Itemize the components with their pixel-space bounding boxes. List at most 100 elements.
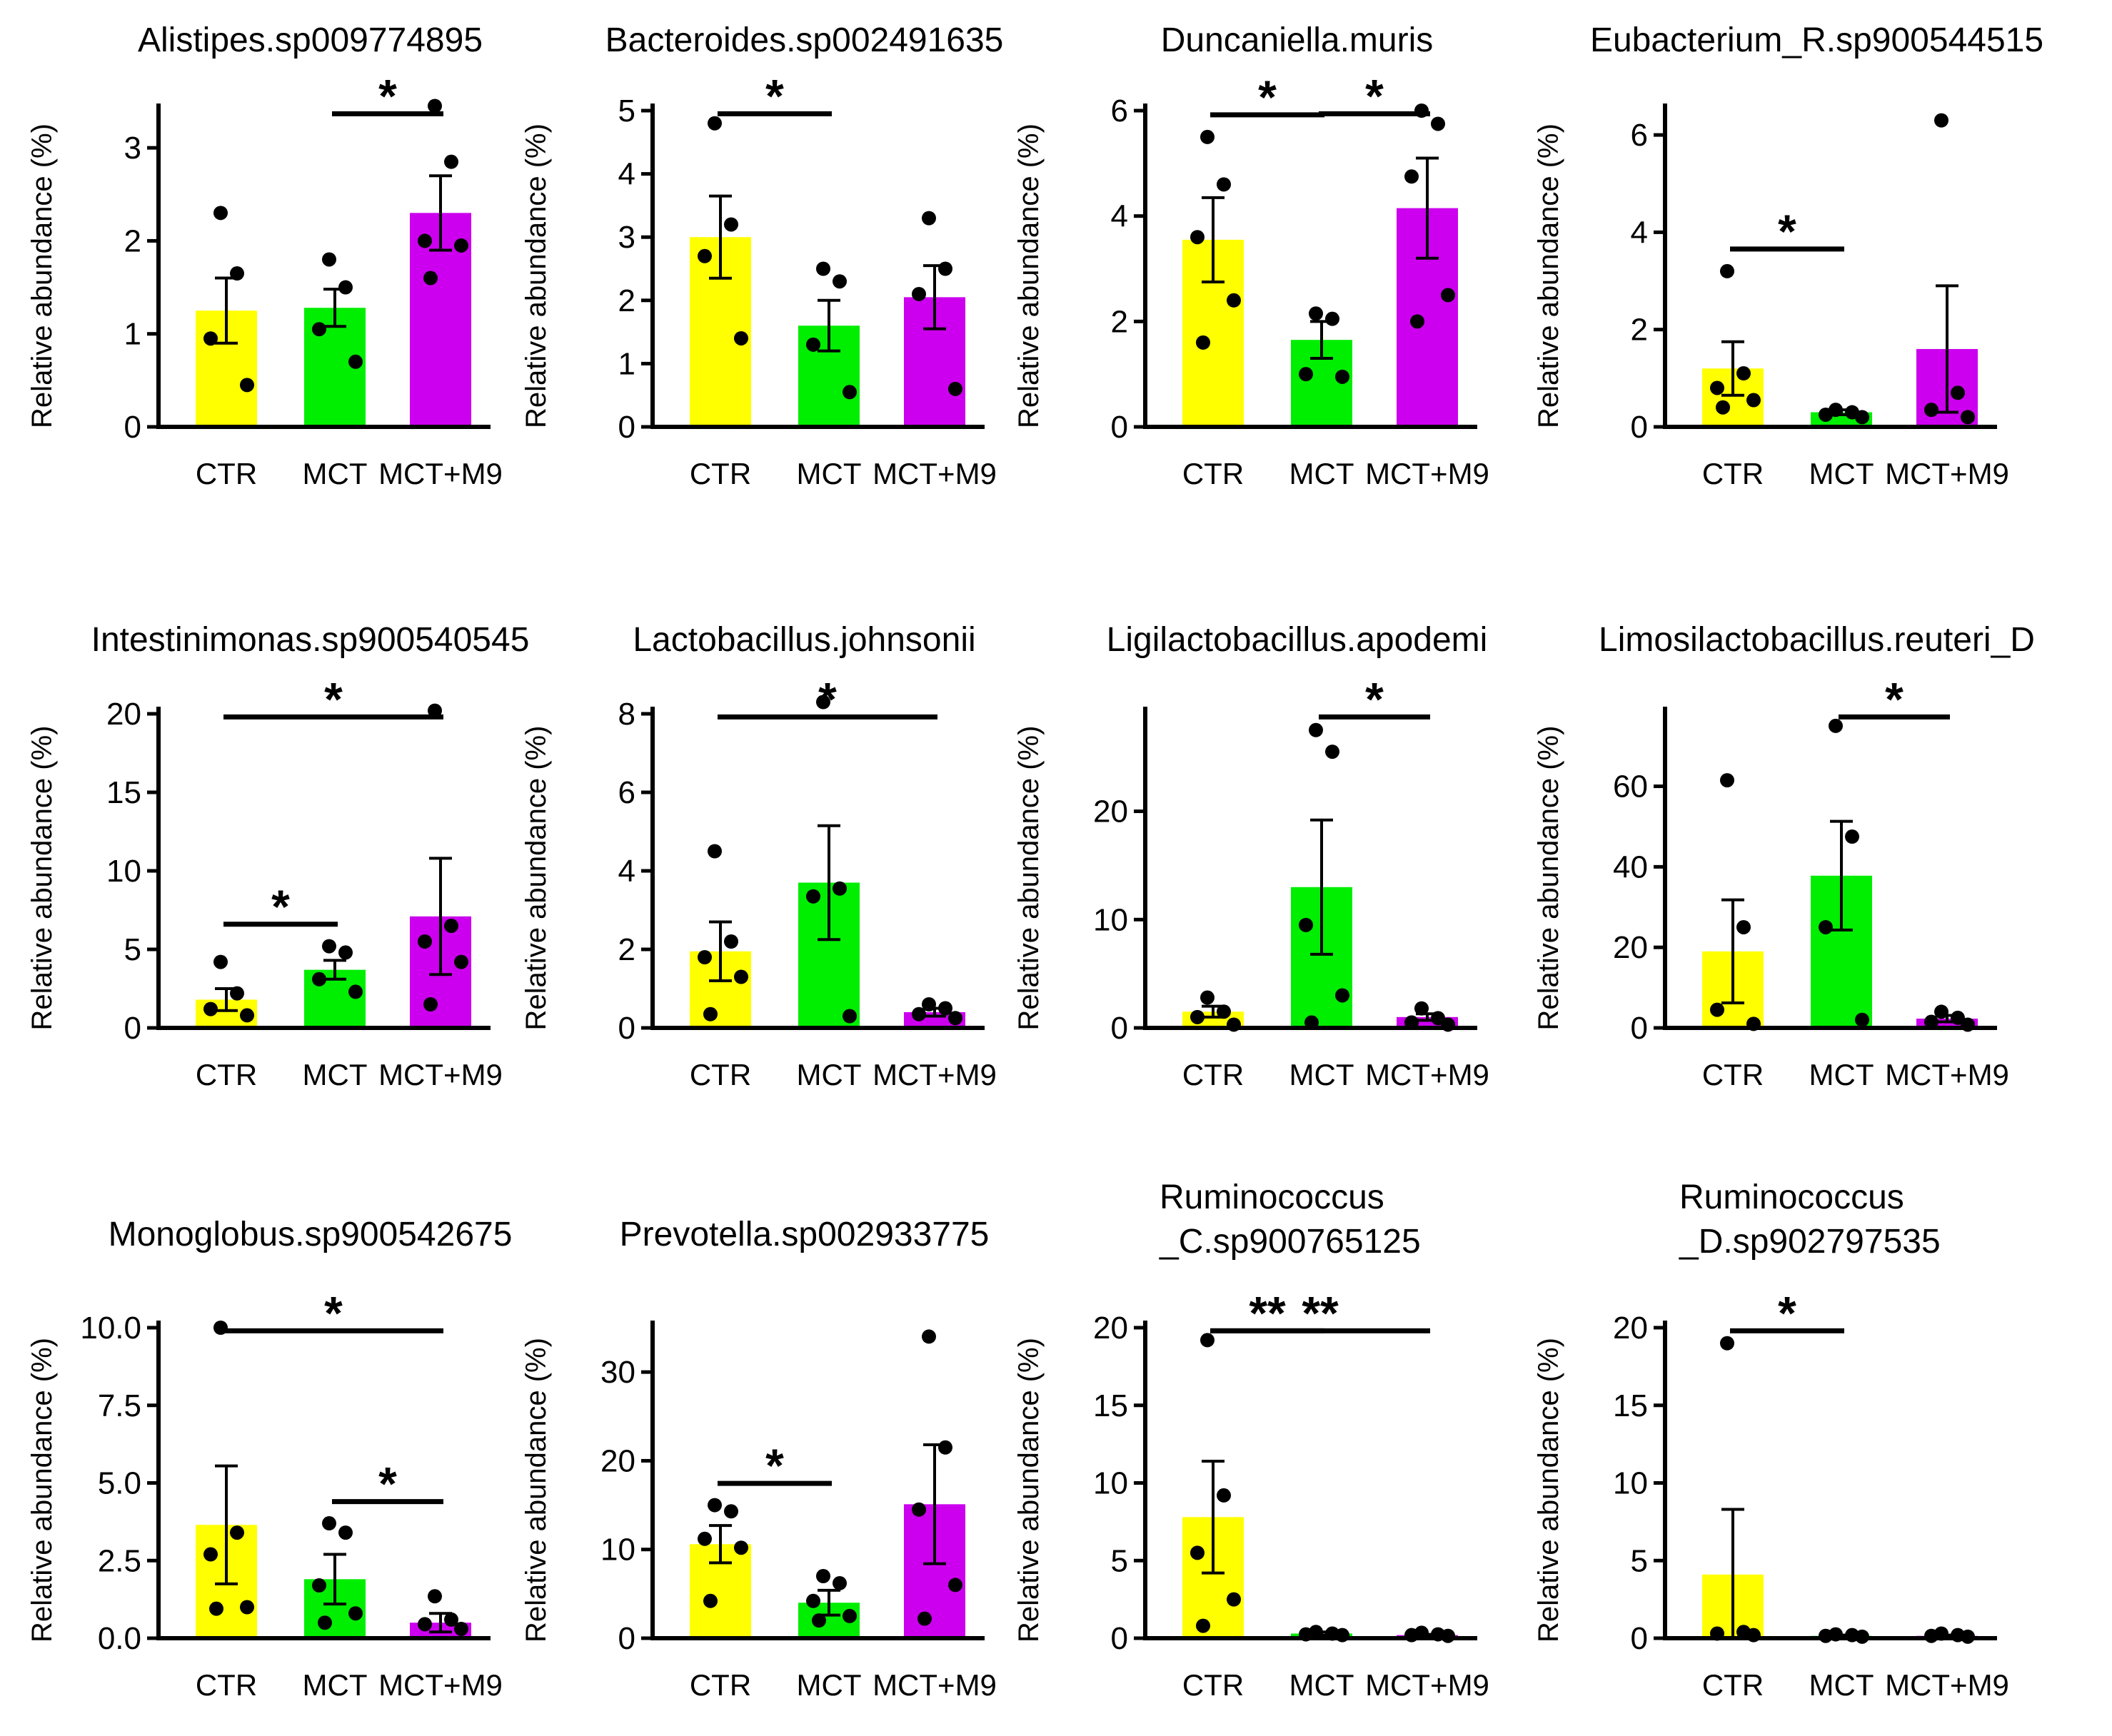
y-tick-label: 3 [124,131,141,166]
y-tick-label: 20 [1093,794,1128,829]
data-point [1855,1012,1869,1027]
data-point [1819,1628,1833,1643]
data-point [938,1440,952,1455]
data-point [806,1593,820,1608]
x-tick-label: CTR [1182,1668,1244,1702]
x-tick-label: MCT+M9 [1365,1668,1489,1702]
y-tick-label: 0 [1631,1011,1648,1046]
y-tick-label: 5 [618,94,635,128]
chart-title: Alistipes.sp009774895 [138,21,483,59]
y-tick-label: 6 [618,775,635,810]
chart-title: Intestinimonas.sp900540545 [91,621,530,659]
data-point [1431,116,1445,131]
data-point [833,274,847,289]
y-tick-label: 6 [1111,94,1128,128]
x-tick-label: MCT [1809,457,1874,490]
data-point [312,1578,326,1593]
data-point [698,950,712,964]
x-tick-label: MCT+M9 [1885,1668,2009,1702]
y-tick-label: 6 [1631,118,1648,153]
x-tick-label: CTR [196,1668,257,1702]
x-tick-label: CTR [1182,1058,1244,1091]
data-point [1819,919,1833,934]
y-tick-label: 30 [600,1355,635,1390]
data-point [1309,306,1323,321]
data-point [938,261,952,276]
x-tick-label: CTR [690,1058,751,1091]
chart-title: Bacteroides.sp002491635 [605,21,1004,59]
y-tick-label: 20 [1093,1311,1128,1346]
data-point [418,934,432,949]
data-point [418,233,432,248]
data-point [209,1601,223,1616]
x-tick-label: MCT [797,1058,862,1091]
y-tick-label: 15 [106,775,141,810]
y-tick-label: 7.5 [98,1388,141,1423]
y-tick-label: 0 [124,410,141,445]
x-tick-label: MCT [1289,1058,1354,1091]
x-tick-label: CTR [1702,1058,1764,1091]
data-point [1746,393,1761,408]
data-point [1961,410,1975,425]
data-point [1720,1336,1734,1351]
data-point [816,695,830,710]
significance-label: * [818,672,837,725]
data-point [948,381,962,396]
chart-panel: Ruminococcus _C.sp900765125 Relative abund… [1013,1179,1489,1702]
data-point [708,116,722,131]
y-tick-label: 10.0 [80,1311,141,1346]
significance-label: * [1778,205,1796,258]
data-point [1414,1001,1429,1016]
data-point [213,206,228,221]
y-tick-label: 2 [124,223,141,258]
y-tick-label: 0 [1111,410,1128,445]
data-point [1845,829,1859,844]
data-point [698,1531,712,1546]
data-point [338,280,353,295]
x-tick-label: MCT+M9 [873,1668,997,1702]
data-point [1190,230,1205,245]
significance-label: * [378,1458,397,1510]
y-axis-label: Relative abundance (%) [1533,123,1564,428]
data-point [428,99,442,113]
y-tick-label: 5 [1111,1543,1128,1578]
data-point [418,1617,432,1632]
chart-panel: Alistipes.sp009774895 Relative abundance … [26,21,503,490]
significance-label: * [1885,672,1904,725]
data-point [816,1569,830,1583]
x-tick-label: MCT [303,457,368,490]
x-tick-label: CTR [1182,457,1244,490]
data-point [724,934,738,949]
data-point [428,703,442,718]
data-point [724,217,738,232]
y-tick-label: 4 [1111,199,1128,234]
x-tick-label: MCT [1289,1668,1354,1702]
data-point [703,1006,718,1021]
data-point [912,1502,926,1517]
chart-title: Limosilactobacillus.reuteri_D [1599,621,2035,659]
data-point [816,261,830,276]
x-tick-label: MCT [1289,457,1354,490]
data-point [912,286,926,301]
data-point [703,1593,718,1608]
y-tick-label: 4 [618,157,635,192]
data-point [348,984,363,999]
y-axis-label: Relative abundance (%) [1013,1338,1045,1642]
y-tick-label: 10 [1093,902,1128,937]
chart-title: Eubacterium_R.sp900544515 [1590,21,2043,59]
y-tick-label: 2.5 [98,1543,141,1578]
data-point [734,1540,748,1555]
data-point [1325,745,1339,760]
significance-label: * [1258,71,1277,123]
x-tick-label: CTR [196,457,257,490]
y-tick-label: 10 [1613,1466,1648,1501]
y-tick-label: 0 [1111,1011,1128,1046]
y-tick-label: 40 [1613,849,1648,884]
y-tick-label: 20 [1613,1311,1648,1346]
chart-panel: Prevotella.sp002933775 Relative abundance… [521,1216,997,1702]
x-tick-label: MCT+M9 [378,1058,503,1091]
y-tick-label: 3 [618,220,635,255]
data-point [1217,177,1231,192]
data-point [1829,718,1843,733]
data-point [230,1525,244,1540]
